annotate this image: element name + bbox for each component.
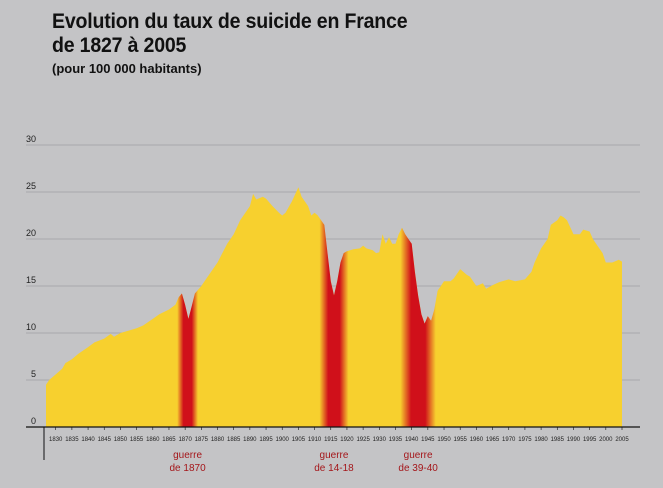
x-tick-label: 1890 <box>243 437 257 443</box>
x-tick-label: 1865 <box>162 437 176 443</box>
y-tick-label: 25 <box>26 181 36 191</box>
y-tick-label: 20 <box>26 228 36 238</box>
x-tick-label: 1930 <box>373 437 387 443</box>
y-axis: 0 5 10 15 20 25 30 <box>26 134 36 426</box>
y-tick-label: 30 <box>26 134 36 144</box>
x-tick-label: 1940 <box>405 437 419 443</box>
war-label-line2: de 39-40 <box>398 463 438 474</box>
y-tick-label: 0 <box>31 416 36 426</box>
war-band <box>400 187 436 427</box>
war-label-line1: guerre <box>320 450 349 461</box>
x-tick-label: 1915 <box>324 437 338 443</box>
war-band <box>177 187 198 427</box>
x-tick-label: 1950 <box>437 437 451 443</box>
chart-title-line1: Evolution du taux de suicide en France <box>52 10 408 33</box>
x-tick-label: 1955 <box>454 437 468 443</box>
y-tick-label: 10 <box>26 322 36 332</box>
war-labels: guerre de 1870 guerre de 14-18 guerre de 39-4… <box>169 450 438 474</box>
x-tick-label: 1945 <box>421 437 435 443</box>
x-tick-label: 1885 <box>227 437 241 443</box>
x-tick-label: 1835 <box>65 437 79 443</box>
x-tick-label: 1845 <box>98 437 112 443</box>
x-axis: 1830 1835 1840 1845 1850 1855 1860 1865 1870 1875… <box>43 427 629 460</box>
x-tick-label: 1840 <box>81 437 95 443</box>
x-tick-label: 1910 <box>308 437 322 443</box>
x-tick-label: 1880 <box>211 437 225 443</box>
x-tick-label: 1830 <box>49 437 63 443</box>
x-tick-label: 2000 <box>599 437 613 443</box>
x-tick-label: 1920 <box>340 437 354 443</box>
x-tick-label: 1855 <box>130 437 144 443</box>
war-label-line2: de 14-18 <box>314 463 354 474</box>
x-tick-label: 1925 <box>356 437 370 443</box>
x-tick-label: 1935 <box>389 437 403 443</box>
x-tick-label: 1990 <box>567 437 581 443</box>
war-band <box>319 187 349 427</box>
x-tick-label: 1975 <box>518 437 532 443</box>
x-tick-label: 1895 <box>259 437 273 443</box>
x-tick-label: 1850 <box>114 437 128 443</box>
chart-title-line2: de 1827 à 2005 <box>52 34 187 57</box>
x-tick-label: 1995 <box>583 437 597 443</box>
x-tick-label: 2005 <box>615 437 629 443</box>
x-tick-label: 1965 <box>486 437 500 443</box>
y-tick-label: 5 <box>31 369 36 379</box>
war-label-line2: de 1870 <box>169 463 206 474</box>
x-tick-label: 1860 <box>146 437 160 443</box>
x-tick-label: 1970 <box>502 437 516 443</box>
x-tick-label: 1870 <box>178 437 192 443</box>
chart-subtitle: (pour 100 000 habitants) <box>52 61 202 76</box>
x-tick-label: 1900 <box>276 437 290 443</box>
war-label-line1: guerre <box>404 450 433 461</box>
war-label-line1: guerre <box>173 450 202 461</box>
y-tick-label: 15 <box>26 275 36 285</box>
x-tick-label: 1875 <box>195 437 209 443</box>
chart-title-block: Evolution du taux de suicide en France d… <box>52 10 434 77</box>
x-tick-label: 1960 <box>470 437 484 443</box>
x-tick-label: 1985 <box>551 437 565 443</box>
x-tick-label: 1905 <box>292 437 306 443</box>
x-tick-label: 1980 <box>534 437 548 443</box>
